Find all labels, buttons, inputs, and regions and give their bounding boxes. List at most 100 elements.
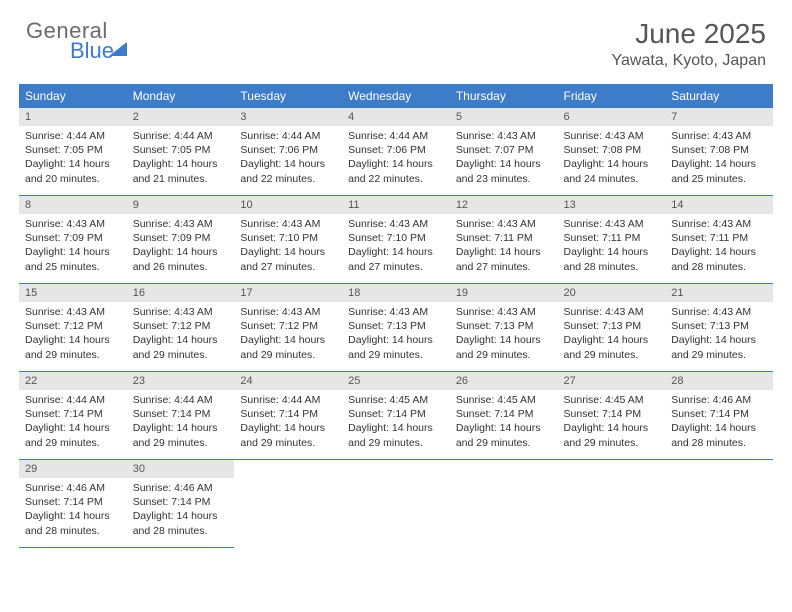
day-number: 28 [665,372,773,390]
sunrise-text: Sunrise: 4:43 AM [133,217,229,231]
day-number: 4 [342,108,450,126]
calendar-cell [665,460,773,548]
sunrise-text: Sunrise: 4:44 AM [348,129,444,143]
day-details: Sunrise: 4:43 AMSunset: 7:13 PMDaylight:… [665,302,773,368]
sunset-text: Sunset: 7:10 PM [240,231,336,245]
weekday-header: Thursday [450,84,558,108]
daylight-text: Daylight: 14 hours and 23 minutes. [456,157,552,185]
day-number: 6 [558,108,666,126]
calendar-cell: 20Sunrise: 4:43 AMSunset: 7:13 PMDayligh… [558,284,666,372]
calendar-cell: 28 Sunrise: 4:46 AMSunset: 7:14 PMDayligh… [665,372,773,460]
sunrise-text: Sunrise: 4:45 AM [456,393,552,407]
calendar-cell: 1Sunrise: 4:44 AMSunset: 7:05 PMDaylight… [19,108,127,196]
sunrise-text: Sunrise: 4:43 AM [348,217,444,231]
sunset-text: Sunset: 7:12 PM [133,319,229,333]
sunrise-text: Sunrise: 4:43 AM [456,217,552,231]
calendar-cell: 15Sunrise: 4:43 AMSunset: 7:12 PMDayligh… [19,284,127,372]
day-number: 26 [450,372,558,390]
day-number: 15 [19,284,127,302]
daylight-text: Daylight: 14 hours and 29 minutes. [25,333,121,361]
sunset-text: Sunset: 7:11 PM [671,231,767,245]
day-details: Sunrise: 4:44 AMSunset: 7:06 PMDaylight:… [234,126,342,192]
empty-cell [342,460,450,548]
daylight-text: Daylight: 14 hours and 29 minutes. [671,333,767,361]
sunset-text: Sunset: 7:14 PM [348,407,444,421]
sunrise-text: Sunrise: 4:43 AM [671,129,767,143]
daylight-text: Daylight: 14 hours and 29 minutes. [564,421,660,449]
daylight-text: Daylight: 14 hours and 20 minutes. [25,157,121,185]
daylight-text: Daylight: 14 hours and 24 minutes. [564,157,660,185]
weekday-header: Monday [127,84,235,108]
sunset-text: Sunset: 7:14 PM [133,495,229,509]
weekday-header: Sunday [19,84,127,108]
calendar-cell: 24Sunrise: 4:44 AMSunset: 7:14 PMDayligh… [234,372,342,460]
calendar-cell: 13Sunrise: 4:43 AMSunset: 7:11 PMDayligh… [558,196,666,284]
day-details: Sunrise: 4:45 AMSunset: 7:14 PMDaylight:… [450,390,558,456]
daylight-text: Daylight: 14 hours and 22 minutes. [240,157,336,185]
weekday-header: Wednesday [342,84,450,108]
day-details: Sunrise: 4:43 AMSunset: 7:07 PMDaylight:… [450,126,558,192]
calendar-cell: 25Sunrise: 4:45 AMSunset: 7:14 PMDayligh… [342,372,450,460]
calendar-cell: 21Sunrise: 4:43 AMSunset: 7:13 PMDayligh… [665,284,773,372]
calendar-cell: 29Sunrise: 4:46 AMSunset: 7:14 PMDayligh… [19,460,127,548]
sunrise-text: Sunrise: 4:46 AM [133,481,229,495]
sunset-text: Sunset: 7:14 PM [133,407,229,421]
calendar-cell: 5Sunrise: 4:43 AMSunset: 7:07 PMDaylight… [450,108,558,196]
location-text: Yawata, Kyoto, Japan [612,52,766,70]
sunrise-text: Sunrise: 4:46 AM [671,393,767,407]
daylight-text: Daylight: 14 hours and 25 minutes. [25,245,121,273]
sunset-text: Sunset: 7:14 PM [25,407,121,421]
calendar-cell: 2Sunrise: 4:44 AMSunset: 7:05 PMDaylight… [127,108,235,196]
sunset-text: Sunset: 7:13 PM [456,319,552,333]
sunrise-text: Sunrise: 4:43 AM [564,217,660,231]
day-details: Sunrise: 4:43 AMSunset: 7:11 PMDaylight:… [665,214,773,280]
sunset-text: Sunset: 7:14 PM [671,407,767,421]
daylight-text: Daylight: 14 hours and 29 minutes. [348,333,444,361]
day-details: Sunrise: 4:45 AMSunset: 7:14 PMDaylight:… [558,390,666,456]
day-details: Sunrise: 4:43 AMSunset: 7:09 PMDaylight:… [19,214,127,280]
day-details: Sunrise: 4:44 AMSunset: 7:14 PMDaylight:… [127,390,235,456]
day-details: Sunrise: 4:43 AMSunset: 7:12 PMDaylight:… [234,302,342,368]
day-number: 25 [342,372,450,390]
sunrise-text: Sunrise: 4:43 AM [25,305,121,319]
page-header: GeneralBlue June 2025 Yawata, Kyoto, Jap… [0,0,792,74]
daylight-text: Daylight: 14 hours and 22 minutes. [348,157,444,185]
empty-cell [665,460,773,548]
day-details: Sunrise: 4:43 AMSunset: 7:12 PMDaylight:… [19,302,127,368]
day-details: Sunrise: 4:43 AMSunset: 7:10 PMDaylight:… [234,214,342,280]
day-details: Sunrise: 4:43 AMSunset: 7:13 PMDaylight:… [558,302,666,368]
sunrise-text: Sunrise: 4:44 AM [133,129,229,143]
day-details: Sunrise: 4:44 AMSunset: 7:14 PMDaylight:… [234,390,342,456]
calendar-cell: 22Sunrise: 4:44 AMSunset: 7:14 PMDayligh… [19,372,127,460]
daylight-text: Daylight: 14 hours and 29 minutes. [240,421,336,449]
calendar-cell: 17Sunrise: 4:43 AMSunset: 7:12 PMDayligh… [234,284,342,372]
calendar-cell: 30Sunrise: 4:46 AMSunset: 7:14 PMDayligh… [127,460,235,548]
day-number: 21 [665,284,773,302]
day-number: 23 [127,372,235,390]
sunset-text: Sunset: 7:09 PM [25,231,121,245]
calendar-week-row: 22Sunrise: 4:44 AMSunset: 7:14 PMDayligh… [19,372,773,460]
day-number: 8 [19,196,127,214]
sunrise-text: Sunrise: 4:43 AM [564,305,660,319]
calendar-cell: 16Sunrise: 4:43 AMSunset: 7:12 PMDayligh… [127,284,235,372]
sunrise-text: Sunrise: 4:44 AM [25,393,121,407]
day-number: 14 [665,196,773,214]
daylight-text: Daylight: 14 hours and 29 minutes. [25,421,121,449]
daylight-text: Daylight: 14 hours and 29 minutes. [456,333,552,361]
sunrise-text: Sunrise: 4:43 AM [456,129,552,143]
calendar-week-row: 29Sunrise: 4:46 AMSunset: 7:14 PMDayligh… [19,460,773,548]
sunset-text: Sunset: 7:14 PM [25,495,121,509]
sunrise-text: Sunrise: 4:43 AM [671,217,767,231]
day-details: Sunrise: 4:44 AMSunset: 7:05 PMDaylight:… [127,126,235,192]
day-number: 30 [127,460,235,478]
sunset-text: Sunset: 7:06 PM [348,143,444,157]
daylight-text: Daylight: 14 hours and 28 minutes. [671,421,767,449]
sunset-text: Sunset: 7:05 PM [25,143,121,157]
sunset-text: Sunset: 7:12 PM [240,319,336,333]
day-number: 19 [450,284,558,302]
weekday-header: Saturday [665,84,773,108]
calendar-table: Sunday Monday Tuesday Wednesday Thursday… [19,84,773,548]
sunset-text: Sunset: 7:12 PM [25,319,121,333]
empty-cell [558,460,666,548]
calendar-cell: 12Sunrise: 4:43 AMSunset: 7:11 PMDayligh… [450,196,558,284]
